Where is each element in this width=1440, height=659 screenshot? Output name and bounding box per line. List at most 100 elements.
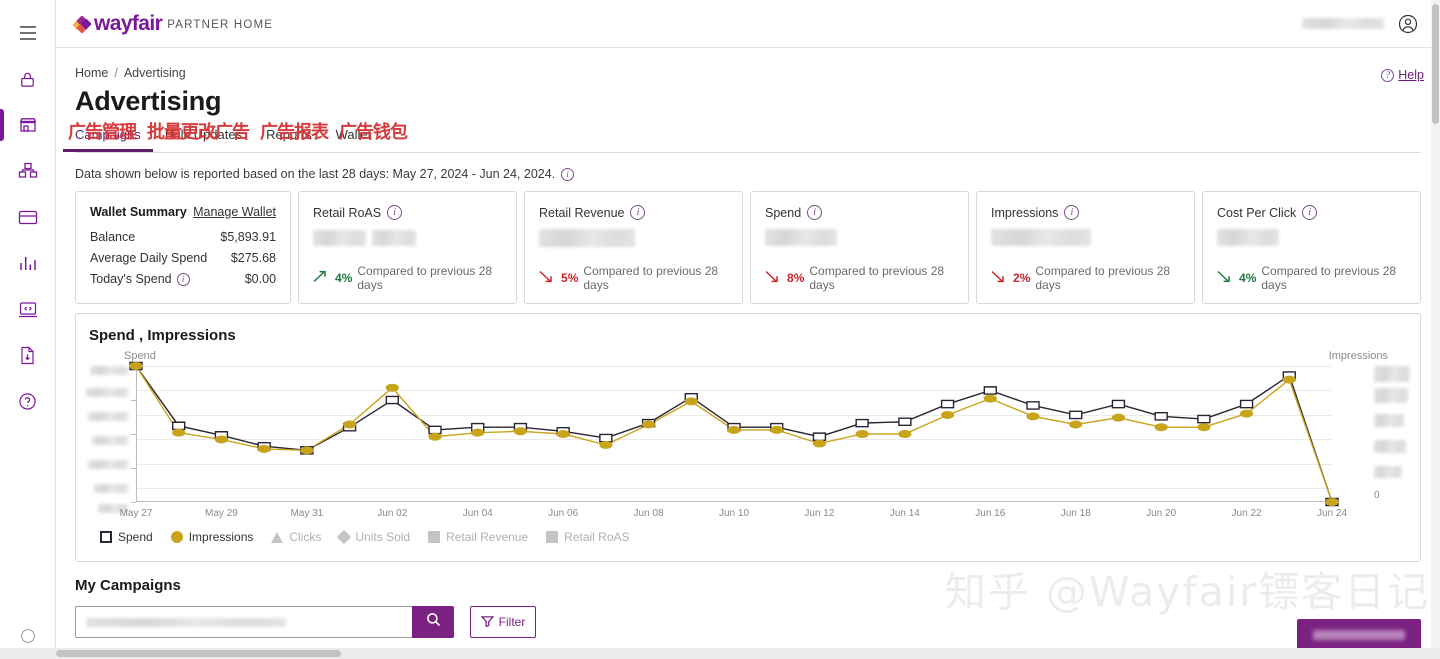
info-circle-icon[interactable]: i <box>807 205 823 220</box>
info-circle-icon[interactable]: i <box>561 167 575 181</box>
x-axis-tick: Jun 24 <box>1316 508 1348 519</box>
logo-wordmark: wayfair <box>94 12 163 35</box>
y-axis-right-zero: 0 <box>1374 490 1380 501</box>
tab-bulk-updates[interactable]: Bulk Updates <box>165 127 242 152</box>
collapse-icon[interactable] <box>0 613 56 659</box>
kpi-impressions-note: Compared to previous 28 days <box>1035 264 1171 292</box>
trend-up-icon <box>313 270 330 286</box>
legend-item-impressions[interactable]: Impressions <box>170 530 254 544</box>
breadcrumb-home[interactable]: Home <box>75 66 109 80</box>
campaign-search-group <box>75 606 454 638</box>
legend-item-retail-revenue[interactable]: Retail Revenue <box>428 530 528 544</box>
scrollbar-thumb-vertical[interactable] <box>1432 4 1439 124</box>
campaign-controls: Filter <box>75 606 1421 638</box>
account-circle-icon[interactable] <box>1398 14 1418 34</box>
triangle-icon <box>271 531 284 543</box>
page-scrollbar-horizontal[interactable] <box>0 648 1440 659</box>
wayfair-logo[interactable]: wayfair PARTNER HOME <box>70 13 273 34</box>
filter-icon <box>480 615 495 630</box>
filter-button[interactable]: Filter <box>470 606 536 638</box>
wallet-row-balance-value: $5,893.91 <box>220 230 277 244</box>
page-scrollbar-vertical[interactable] <box>1431 0 1440 659</box>
documents-icon[interactable] <box>0 332 56 378</box>
help-icon[interactable] <box>0 378 56 424</box>
breadcrumb-current: Advertising <box>123 66 186 80</box>
breadcrumb: Home / Advertising <box>75 48 1421 80</box>
kpi-retail-revenue-delta: 5% Compared to previous 28 days <box>539 264 728 292</box>
circle-icon <box>170 531 183 543</box>
payments-icon[interactable] <box>0 194 56 240</box>
top-header-bar: wayfair PARTNER HOME <box>56 0 1440 48</box>
info-circle-icon[interactable]: i <box>176 272 190 286</box>
wallet-row-todays-spend-label: Today's Spend <box>90 272 172 286</box>
square-open-icon <box>100 531 112 543</box>
kpi-spend-title: Spend <box>765 205 802 220</box>
chart-plot-area: Spend Impressions <box>76 350 1420 524</box>
legend-item-clicks[interactable]: Clicks <box>271 530 321 544</box>
info-circle-icon[interactable]: i <box>1064 205 1080 220</box>
wallet-summary-title: Wallet Summary <box>90 205 187 219</box>
date-range-note: Data shown below is reported based on th… <box>75 167 1421 181</box>
info-circle-icon[interactable]: i <box>1302 205 1318 220</box>
analytics-icon[interactable] <box>0 240 56 286</box>
legend-item-spend[interactable]: Spend <box>100 530 153 544</box>
tab-wallet[interactable]: Wallet <box>336 127 372 152</box>
inventory-icon[interactable] <box>0 148 56 194</box>
menu-icon[interactable] <box>0 10 56 56</box>
sidebar-item-storefront[interactable] <box>0 102 56 148</box>
breadcrumb-separator: / <box>114 66 118 80</box>
scrollbar-thumb-horizontal[interactable] <box>56 650 341 657</box>
kpi-spend-value <box>765 229 954 249</box>
x-axis-line <box>136 501 1332 502</box>
info-circle-icon[interactable]: i <box>387 205 403 220</box>
logo-subtitle: PARTNER HOME <box>167 18 274 31</box>
kpi-impressions-title: Impressions <box>991 205 1059 220</box>
x-axis-tick: May 31 <box>290 508 324 519</box>
wallet-row-avg-daily-spend-label: Average Daily Spend <box>90 251 208 265</box>
legend-item-impressions-label: Impressions <box>188 530 254 544</box>
kpi-card-retail-roas: Retail RoAS i 4% Compared to previous 28… <box>298 191 518 304</box>
new-campaign-button[interactable] <box>1297 619 1421 651</box>
y-axis-right-label: Impressions <box>1328 350 1388 362</box>
kpi-cost-per-click-value <box>1217 229 1406 249</box>
x-axis-tick: Jun 02 <box>377 508 408 519</box>
kpi-retail-roas-note: Compared to previous 28 days <box>357 264 493 292</box>
store-icon <box>18 115 38 135</box>
x-axis-tick: Jun 16 <box>975 508 1006 519</box>
square-fill-icon <box>546 531 559 543</box>
x-axis-tick: Jun 20 <box>1146 508 1177 519</box>
x-axis-tick: Jun 12 <box>804 508 835 519</box>
x-axis-tick: Jun 18 <box>1060 508 1091 519</box>
search-button[interactable] <box>412 606 454 638</box>
developer-icon[interactable] <box>0 286 56 332</box>
chart-legend: Spend Impressions Clicks Units Sold <box>76 529 1420 545</box>
x-axis-tick: Jun 04 <box>462 508 493 519</box>
tab-campaigns[interactable]: Campaigns <box>63 127 153 152</box>
help-link-label: Help <box>1398 68 1424 82</box>
wallet-summary-card: Wallet Summary Manage Wallet Balance $5,… <box>75 191 292 304</box>
wallet-row-avg-daily-spend-value: $275.68 <box>230 251 277 265</box>
my-campaigns-title: My Campaigns <box>75 577 181 594</box>
tab-wallet-label: Wallet <box>335 127 372 142</box>
kpi-retail-revenue-note: Compared to previous 28 days <box>583 264 719 292</box>
search-input[interactable] <box>75 606 412 638</box>
x-axis-tick: Jun 08 <box>633 508 664 519</box>
info-circle-icon[interactable]: i <box>630 205 646 220</box>
kpi-spend-note: Compared to previous 28 days <box>809 264 945 292</box>
kpi-spend-delta: 8% Compared to previous 28 days <box>765 264 954 292</box>
manage-wallet-link[interactable]: Manage Wallet <box>193 205 277 219</box>
question-circle-icon: ? <box>1381 68 1395 82</box>
lock-icon[interactable] <box>0 56 56 102</box>
kpi-retail-roas-pct: 4% <box>335 271 353 285</box>
diamond-icon <box>337 529 352 545</box>
legend-item-units-sold[interactable]: Units Sold <box>337 529 410 545</box>
tab-reports[interactable]: Reports <box>266 127 312 152</box>
trend-down-icon <box>991 270 1008 286</box>
wallet-row-todays-spend-value: $0.00 <box>244 272 277 286</box>
help-link[interactable]: ? Help <box>1381 68 1424 82</box>
legend-item-retail-roas[interactable]: Retail RoAS <box>546 530 630 544</box>
kpi-cost-per-click-pct: 4% <box>1239 271 1257 285</box>
kpi-impressions-value <box>991 229 1180 249</box>
square-fill-icon <box>428 531 441 543</box>
y-axis-right-ticks-redacted: 0 <box>1368 366 1414 502</box>
